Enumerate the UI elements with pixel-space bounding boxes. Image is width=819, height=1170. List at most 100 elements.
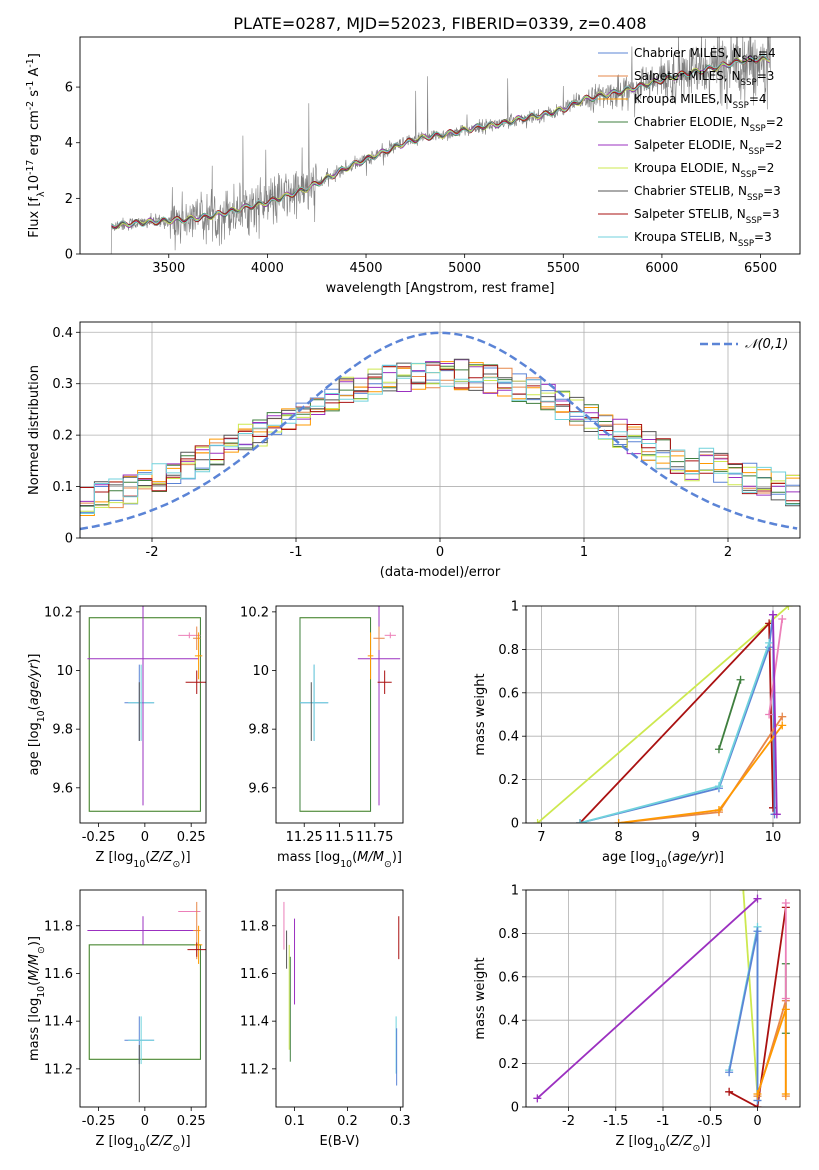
mass-weight-marker xyxy=(533,1094,542,1103)
x-tick-label: -1.5 xyxy=(603,1114,628,1129)
mass-weight-vs-Z-panel: -2 -1.5 -1 -0.5 0 0 0.2 0.4 0.6 0.8 1 Z [log10(Z/Z⊙… xyxy=(473,884,801,1154)
x-tick-label: 0.1 xyxy=(284,1114,305,1129)
residual-histogram xyxy=(80,362,800,514)
x-tick-label: 11.75 xyxy=(356,830,393,845)
range-box xyxy=(299,617,372,812)
range-box xyxy=(88,944,201,1060)
x-tick-label: 2 xyxy=(724,545,732,560)
x-tick-label: -1 xyxy=(657,1114,670,1129)
mass-weight-line xyxy=(768,618,784,715)
normal-curve xyxy=(80,331,798,531)
legend-label: Kroupa MILES, NSSP=4 xyxy=(634,92,767,111)
mass-weight-marker xyxy=(765,638,774,647)
x-tick-label: 8 xyxy=(614,830,622,845)
mass-weight-marker xyxy=(714,782,723,791)
mass-weight-marker xyxy=(753,894,762,903)
range-box xyxy=(88,944,201,1060)
mass-weight-marker xyxy=(614,819,623,823)
legend-label: Kroupa ELODIE, NSSP=2 xyxy=(634,161,774,180)
legend-label: Chabrier ELODIE, NSSP=2 xyxy=(634,115,783,134)
y-tick-label: 11.2 xyxy=(240,1062,269,1077)
mass-weight-line xyxy=(756,1009,787,1095)
x-tick-label: 0.3 xyxy=(390,1114,411,1129)
mass-weight-line xyxy=(618,724,783,823)
y-tick-label: 0.4 xyxy=(498,1014,519,1029)
y-tick-label: 0.2 xyxy=(498,1057,519,1072)
y-tick-label: 11.6 xyxy=(44,967,73,982)
mass-weight-line xyxy=(536,898,759,1099)
y-tick-label: 11.4 xyxy=(240,1015,269,1030)
y-tick-label: 2 xyxy=(65,192,73,207)
residual-histogram xyxy=(80,364,800,502)
x-tick-label: 0 xyxy=(141,1114,149,1129)
axes-frame xyxy=(525,605,801,824)
model-line xyxy=(111,55,770,228)
y-axis-label: age [log10(age/yr)] xyxy=(27,653,47,775)
y-tick-label: 0.2 xyxy=(52,429,73,444)
mass-weight-marker xyxy=(781,1089,790,1098)
y-tick-label: 9.6 xyxy=(248,781,269,796)
x-tick-label: 6000 xyxy=(645,261,678,276)
y-tick-label: 0.4 xyxy=(498,730,519,745)
y-tick-label: 0 xyxy=(511,1101,519,1116)
x-tick-label: 0.2 xyxy=(337,1114,358,1129)
y-tick-label: 0.8 xyxy=(498,927,519,942)
mass-weight-vs-age-panel: 7 8 9 10 0 0.2 0.4 0.6 0.8 1 age [log10(age/yr)] ma… xyxy=(473,600,801,870)
mass-weight-marker xyxy=(714,805,723,814)
mass-weight-marker xyxy=(781,994,790,1003)
y-tick-label: 0.6 xyxy=(498,970,519,985)
mass-vs-Z-panel: -0.25 0 0.25 11.2 11.4 11.6 11.8 Z [log10(Z/Z⊙)… xyxy=(27,889,207,1154)
axes-frame xyxy=(79,36,801,255)
axes-frame xyxy=(525,889,801,1108)
y-tick-label: 4 xyxy=(65,136,73,151)
axes-frame xyxy=(275,889,404,1108)
x-tick-label: 0 xyxy=(141,830,149,845)
y-tick-label: 1 xyxy=(511,884,519,899)
mass-weight-marker xyxy=(533,819,542,823)
mass-weight-line xyxy=(579,621,774,823)
x-tick-label: 0 xyxy=(753,1114,761,1129)
x-axis-label: mass [log10(M/M⊙)] xyxy=(277,850,402,870)
y-tick-label: 0.1 xyxy=(52,480,73,495)
y-tick-label: 11.2 xyxy=(44,1062,73,1077)
legend-label: Kroupa STELIB, NSSP=3 xyxy=(634,230,772,249)
mass-weight-line xyxy=(742,890,759,1097)
mass-weight-line xyxy=(718,679,742,750)
x-tick-label: 5500 xyxy=(547,261,580,276)
x-tick-label: 0 xyxy=(436,545,444,560)
x-tick-label: 4500 xyxy=(349,261,382,276)
y-tick-label: 0.3 xyxy=(52,377,73,392)
y-tick-label: 0.4 xyxy=(52,326,73,341)
legend-label: Salpeter MILES, NSSP=3 xyxy=(634,69,774,88)
range-box xyxy=(299,617,372,812)
mass-weight-marker xyxy=(576,819,585,823)
mass-weight-marker xyxy=(714,745,723,754)
mass-weight-line xyxy=(537,606,789,823)
y-tick-label: 0.2 xyxy=(498,773,519,788)
x-tick-label: 7 xyxy=(537,830,545,845)
mass-weight-line xyxy=(579,642,770,823)
y-tick-label: 0 xyxy=(511,817,519,832)
y-axis-label: mass weight xyxy=(473,957,488,1039)
y-axis-label: Normed distribution xyxy=(27,365,42,495)
axes-frame xyxy=(79,605,207,824)
mass-weight-marker xyxy=(781,1005,790,1014)
x-tick-label: -0.25 xyxy=(82,1114,116,1129)
y-tick-label: 11.4 xyxy=(44,1015,73,1030)
mass-weight-marker xyxy=(772,810,781,819)
axes-frame xyxy=(275,605,404,824)
mass-weight-marker xyxy=(753,1089,762,1098)
mass-weight-marker xyxy=(753,927,762,936)
y-tick-label: 1 xyxy=(511,600,519,615)
mass-weight-marker xyxy=(778,712,787,721)
y-tick-label: 0 xyxy=(65,532,73,547)
x-axis-label: (data-model)/error xyxy=(380,565,501,580)
y-axis-label: mass [log10(M/M⊙)] xyxy=(27,936,47,1061)
y-tick-label: 0.8 xyxy=(498,643,519,658)
x-axis-label: Z [log10(Z/Z⊙)] xyxy=(95,850,190,870)
mass-weight-marker xyxy=(768,610,777,619)
x-axis-label: Z [log10(Z/Z⊙)] xyxy=(95,1134,190,1154)
mass-weight-marker xyxy=(725,1087,734,1096)
mass-weight-marker xyxy=(784,606,793,610)
